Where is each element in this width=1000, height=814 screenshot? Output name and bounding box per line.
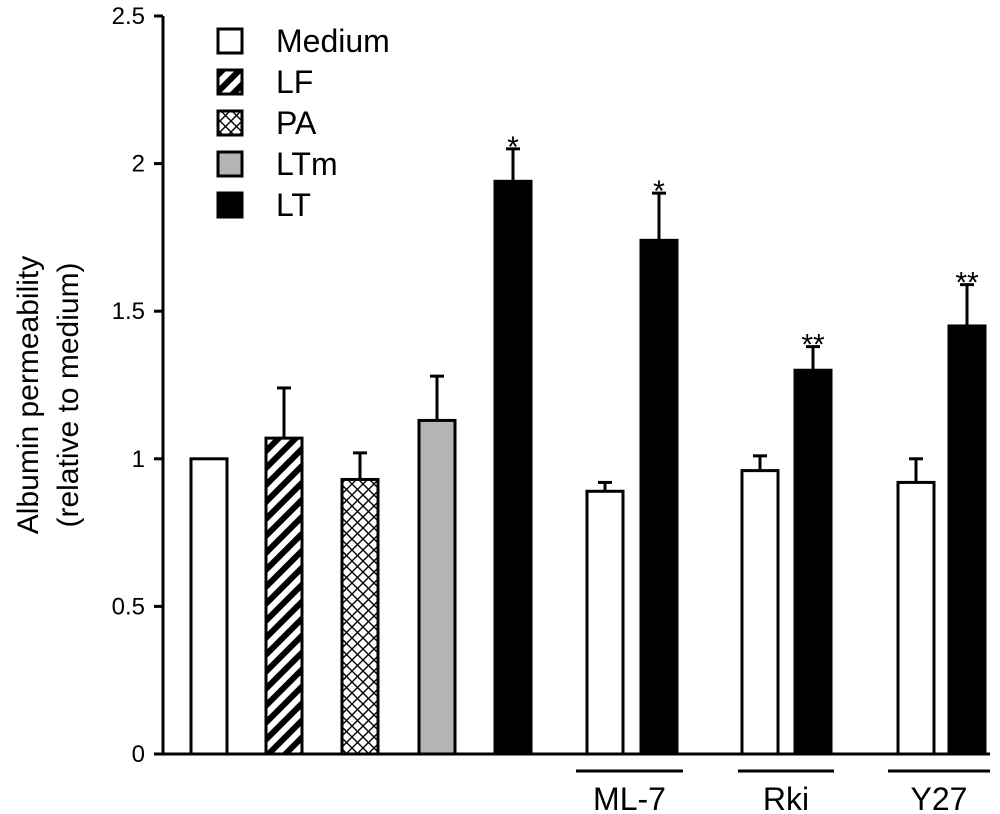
bar-medium (585, 489, 625, 756)
y-tick-label: 1.5 (112, 298, 145, 325)
bar-lt (793, 368, 833, 756)
y-tick-label: 1 (132, 446, 145, 473)
y-tick-label: 2 (132, 151, 145, 178)
bar-lt (639, 238, 679, 756)
significance-mark: * (507, 131, 519, 164)
legend-label: LTm (276, 146, 338, 182)
significance-mark: ** (801, 329, 825, 362)
bars: ****** (189, 131, 987, 756)
legend-swatch-lf (216, 68, 244, 96)
significance-mark: ** (955, 267, 979, 300)
bar-medium (896, 480, 936, 756)
group-label: Y27 (911, 781, 968, 814)
legend-label: LT (276, 187, 311, 223)
bar-ltm (417, 418, 457, 756)
legend-swatch-medium (216, 27, 244, 55)
y-axis-title-line1: Albumin permeability (12, 256, 45, 534)
group-labels: ML-7 Rki Y27 (576, 769, 990, 814)
y-tick-label: 2.5 (112, 3, 145, 30)
group-label: Rki (763, 781, 809, 814)
y-axis-title-line2: (relative to medium) (52, 262, 85, 527)
legend-swatch-lt (216, 191, 244, 219)
legend-label: Medium (276, 23, 390, 59)
bar-lf (264, 436, 304, 756)
y-ticks: 0 0.5 1 1.5 2 2.5 (112, 3, 163, 768)
legend-swatch-pa (216, 109, 244, 137)
y-axis-title: Albumin permeability (relative to medium… (12, 256, 85, 534)
bar-medium (189, 457, 229, 756)
significance-mark: * (653, 175, 665, 208)
legend-label: LF (276, 64, 313, 100)
bar-lt (493, 179, 533, 756)
y-tick-label: 0.5 (112, 593, 145, 620)
y-tick-label: 0 (132, 741, 145, 768)
legend-swatch-ltm (216, 150, 244, 178)
group-label: ML-7 (593, 781, 666, 814)
legend: Medium LF PA LTm LT (216, 23, 390, 223)
bar-pa (340, 477, 380, 756)
bar-medium (740, 469, 780, 756)
bar-lt (947, 324, 987, 756)
legend-label: PA (276, 105, 317, 141)
